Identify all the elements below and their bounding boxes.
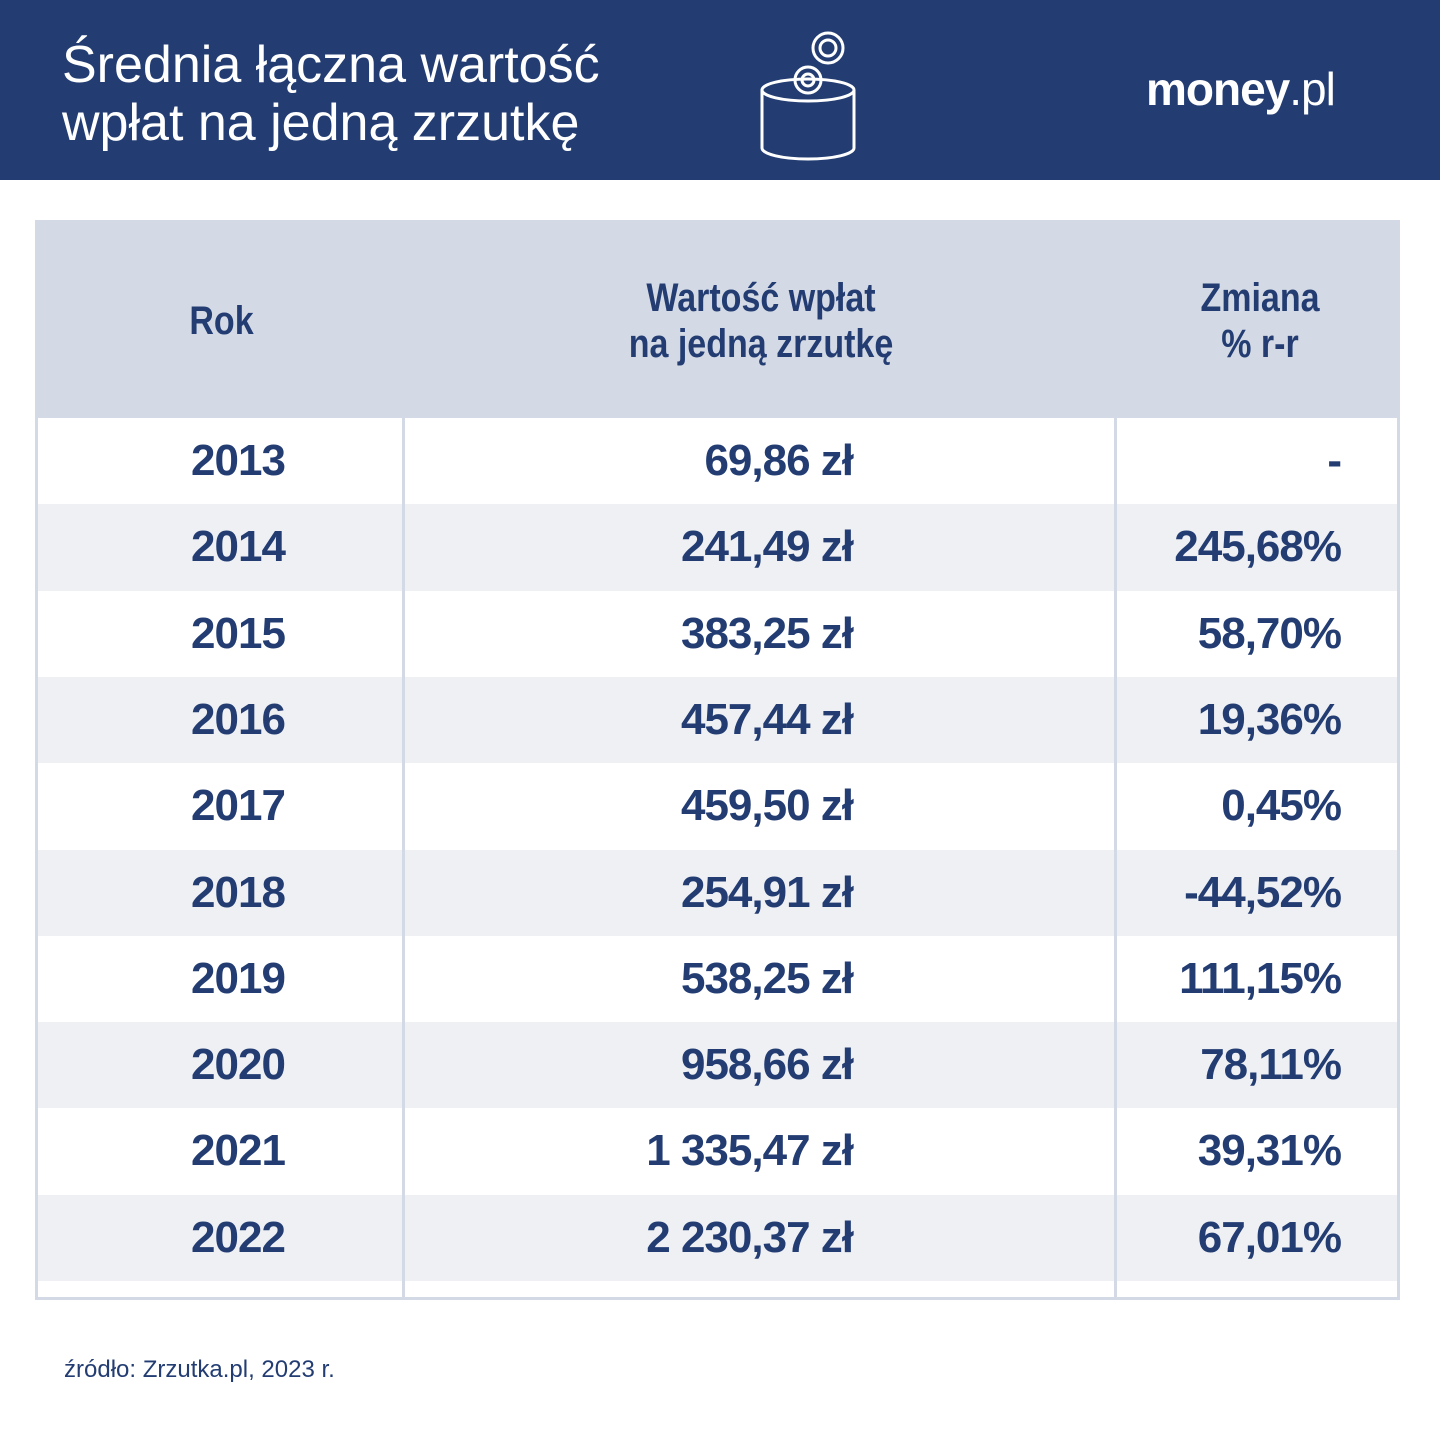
column-header-line: Rok bbox=[189, 298, 254, 343]
table-row: 2014 241,49 zł 245,68% bbox=[38, 504, 1397, 591]
value-cell: 241,49 zł bbox=[680, 522, 854, 572]
table-row: 2020 958,66 zł 78,11% bbox=[38, 1022, 1397, 1109]
year-cell: 2022 bbox=[191, 1212, 286, 1262]
title: Średnia łączna wartość wpłat na jedną zr… bbox=[62, 36, 600, 152]
column-divider bbox=[1114, 418, 1117, 1297]
change-cell: 0,45% bbox=[1221, 781, 1342, 831]
value-cell: 2 230,37 zł bbox=[646, 1212, 854, 1262]
title-line: Średnia łączna wartość bbox=[62, 36, 600, 94]
table-row: 2017 459,50 zł 0,45% bbox=[38, 763, 1397, 850]
change-cell: -44,52% bbox=[1184, 867, 1342, 917]
column-header-line: Wartość wpłat bbox=[646, 275, 876, 320]
value-cell: 254,91 zł bbox=[680, 867, 854, 917]
logo: money.pl bbox=[1146, 62, 1336, 116]
table-row: 2016 457,44 zł 19,36% bbox=[38, 676, 1397, 764]
year-cell: 2013 bbox=[191, 436, 286, 485]
column-header: Wartość wpłat na jedną zrzutkę bbox=[458, 223, 1063, 418]
table-row: 2018 254,91 zł -44,52% bbox=[38, 849, 1397, 936]
table-row: 2013 69,86 zł - bbox=[38, 418, 1397, 505]
column-header: Zmiana% r-r bbox=[1138, 223, 1381, 418]
table: Rok Wartość wpłat na jedną zrzutkę Zmiana% … bbox=[35, 220, 1400, 1300]
title-line: wpłat na jedną zrzutkę bbox=[62, 94, 580, 152]
column-header-line: % r-r bbox=[1221, 321, 1299, 366]
logo-suffix: .pl bbox=[1289, 63, 1336, 115]
column-header-text: Rok bbox=[189, 298, 253, 344]
year-cell: 2020 bbox=[191, 1040, 286, 1090]
change-cell: 67,01% bbox=[1197, 1212, 1342, 1262]
column-header-line: na jedną zrzutkę bbox=[628, 321, 894, 366]
column-divider bbox=[402, 418, 405, 1297]
source-note: źródło: Zrzutka.pl, 2023 r. bbox=[64, 1356, 335, 1383]
year-cell: 2021 bbox=[191, 1126, 286, 1176]
year-cell: 2019 bbox=[191, 953, 286, 1003]
change-cell: 58,70% bbox=[1197, 608, 1342, 658]
coin-jar-icon bbox=[760, 31, 856, 161]
year-cell: 2016 bbox=[191, 694, 286, 744]
table-row: 2021 1 335,47 zł 39,31% bbox=[38, 1108, 1397, 1195]
change-cell: 19,36% bbox=[1197, 694, 1342, 744]
change-cell: 78,11% bbox=[1200, 1040, 1342, 1090]
year-cell: 2015 bbox=[191, 608, 286, 658]
table-header: Rok Wartość wpłat na jedną zrzutkę Zmiana% … bbox=[38, 223, 1397, 418]
header-bar: Średnia łączna wartość wpłat na jedną zr… bbox=[0, 0, 1440, 180]
column-header: Rok bbox=[66, 223, 378, 418]
change-cell: 245,68% bbox=[1174, 522, 1342, 572]
column-header-line: Zmiana bbox=[1200, 275, 1320, 320]
table-row: 2015 383,25 zł 58,70% bbox=[38, 590, 1397, 677]
value-cell: 958,66 zł bbox=[680, 1040, 854, 1090]
year-cell: 2018 bbox=[191, 867, 286, 917]
value-cell: 1 335,47 zł bbox=[646, 1126, 854, 1176]
column-header-text: Wartość wpłat na jedną zrzutkę bbox=[629, 275, 894, 367]
change-cell: 39,31% bbox=[1197, 1126, 1342, 1176]
value-cell: 69,86 zł bbox=[704, 436, 854, 485]
logo-brand: money bbox=[1146, 63, 1290, 115]
value-cell: 383,25 zł bbox=[680, 608, 854, 658]
value-cell: 457,44 zł bbox=[680, 694, 854, 744]
column-header-text: Zmiana% r-r bbox=[1200, 275, 1319, 367]
year-cell: 2017 bbox=[191, 781, 286, 831]
table-row: 2019 538,25 zł 111,15% bbox=[38, 935, 1397, 1023]
change-cell: - bbox=[1327, 436, 1342, 485]
table-row: 2022 2 230,37 zł 67,01% bbox=[38, 1194, 1397, 1281]
year-cell: 2014 bbox=[191, 522, 286, 572]
value-cell: 459,50 zł bbox=[680, 781, 854, 831]
change-cell: 111,15% bbox=[1179, 953, 1342, 1003]
value-cell: 538,25 zł bbox=[680, 953, 854, 1003]
